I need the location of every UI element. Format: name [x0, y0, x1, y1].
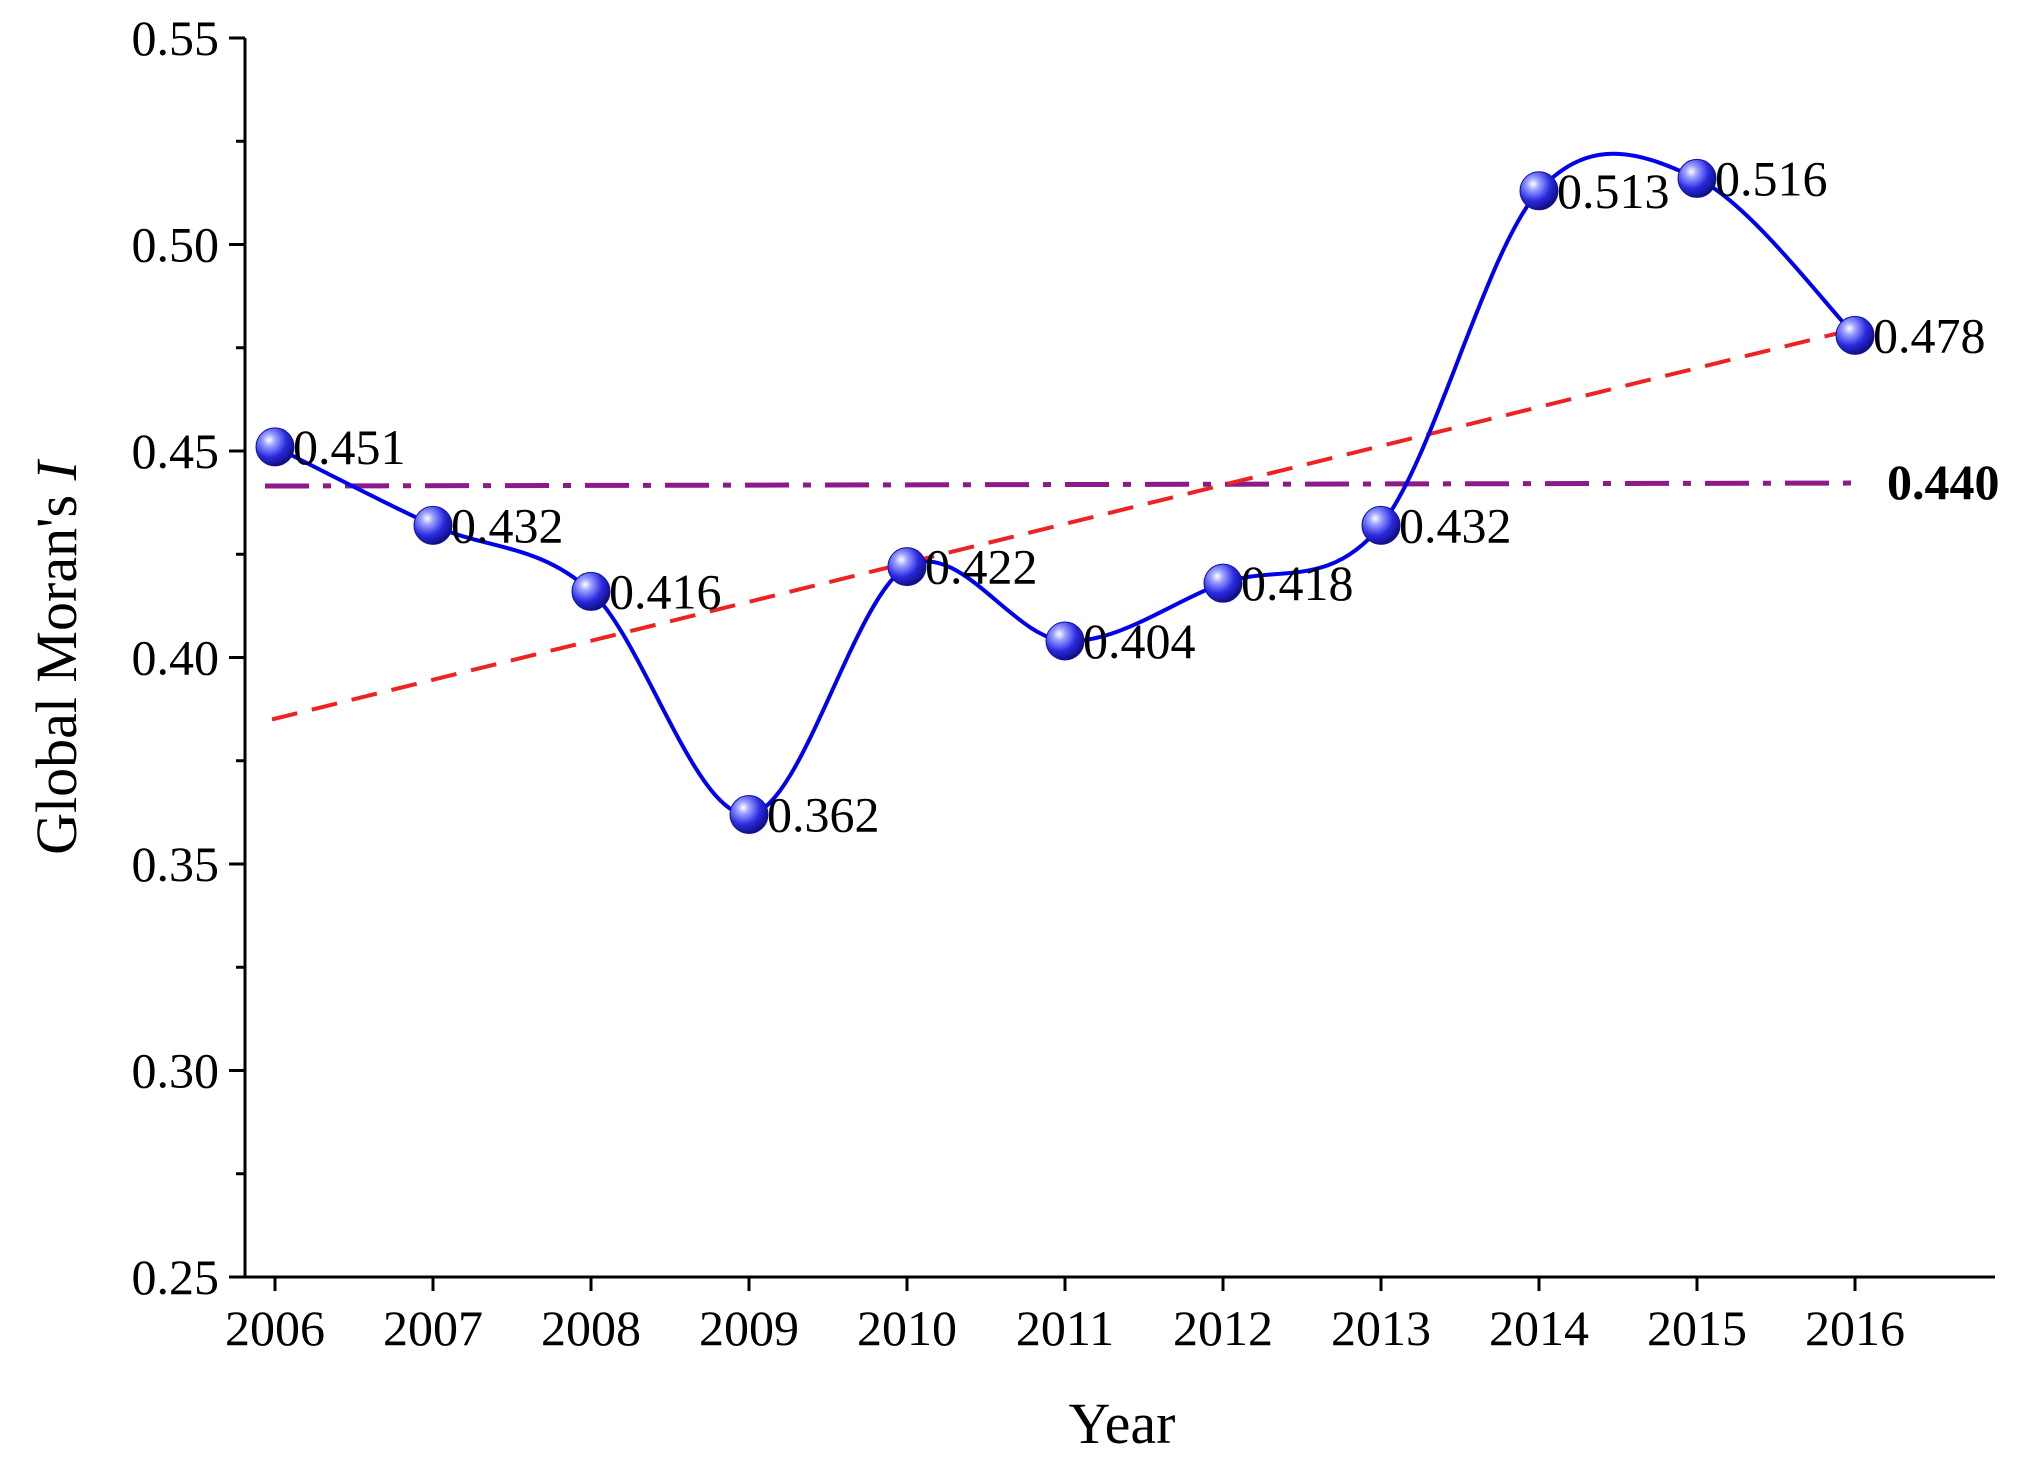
data-point-2009: [729, 794, 769, 834]
x-tick-label: 2008: [541, 1300, 641, 1356]
data-label-2009: 0.362: [767, 786, 880, 842]
plot-lines: [264, 151, 1864, 817]
data-label-2014: 0.513: [1557, 163, 1670, 219]
y-tick-label: 0.55: [132, 10, 220, 66]
data-point-2011: [1045, 621, 1085, 661]
x-tick-label: 2007: [383, 1300, 483, 1356]
data-label-2010: 0.422: [925, 539, 1038, 595]
y-axis-title-italic: I: [24, 458, 89, 481]
data-label-2012: 0.418: [1241, 555, 1354, 611]
data-point-2007: [413, 505, 453, 545]
x-tick-label: 2012: [1173, 1300, 1273, 1356]
x-axis-title: Year: [1069, 1391, 1176, 1456]
x-tick-label: 2010: [857, 1300, 957, 1356]
y-tick-label: 0.45: [132, 423, 220, 479]
x-tick-label: 2013: [1331, 1300, 1431, 1356]
data-point-2010: [887, 547, 927, 587]
data-labels: 0.440 0.451 0.432 0.416 0.362 0.422 0.404 0.418…: [293, 150, 2000, 842]
data-point-2012: [1203, 563, 1243, 603]
data-point-2006: [255, 427, 295, 467]
data-point-2016: [1835, 315, 1875, 355]
y-axis-title: Global Moran's I: [24, 458, 89, 855]
x-tick-label: 2011: [1016, 1300, 1114, 1356]
trend-line: [271, 325, 1864, 722]
data-point-2015: [1677, 158, 1717, 198]
data-label-2016: 0.478: [1873, 307, 1986, 363]
mean-line-label: 0.440: [1887, 454, 2000, 510]
data-label-2013: 0.432: [1399, 497, 1512, 553]
data-point-2014: [1519, 171, 1559, 211]
data-label-2006: 0.451: [293, 419, 406, 475]
x-tick-label: 2014: [1489, 1300, 1589, 1356]
x-tick-label: 2006: [225, 1300, 325, 1356]
x-tick-label: 2016: [1805, 1300, 1905, 1356]
mean-line: [264, 480, 1859, 489]
y-tick-label: 0.30: [132, 1043, 220, 1099]
y-tick-label: 0.25: [132, 1249, 220, 1305]
data-label-2008: 0.416: [609, 563, 722, 619]
y-tick-label: 0.50: [132, 217, 220, 273]
y-tick-label: 0.35: [132, 836, 220, 892]
data-point-2008: [571, 571, 611, 611]
data-markers: [255, 158, 1875, 834]
data-label-2007: 0.432: [451, 497, 564, 553]
data-label-2015: 0.516: [1715, 150, 1828, 206]
x-tick-label: 2015: [1647, 1300, 1747, 1356]
y-axis-title-text: Global Moran's: [24, 480, 89, 855]
axes: 0.25 0.30 0.35 0.40 0.45 0.50 0.55 2006 2007 2008…: [24, 10, 1995, 1456]
y-tick-label: 0.40: [132, 630, 220, 686]
data-point-2013: [1361, 505, 1401, 545]
x-tick-label: 2009: [699, 1300, 799, 1356]
data-label-2011: 0.404: [1083, 613, 1196, 669]
